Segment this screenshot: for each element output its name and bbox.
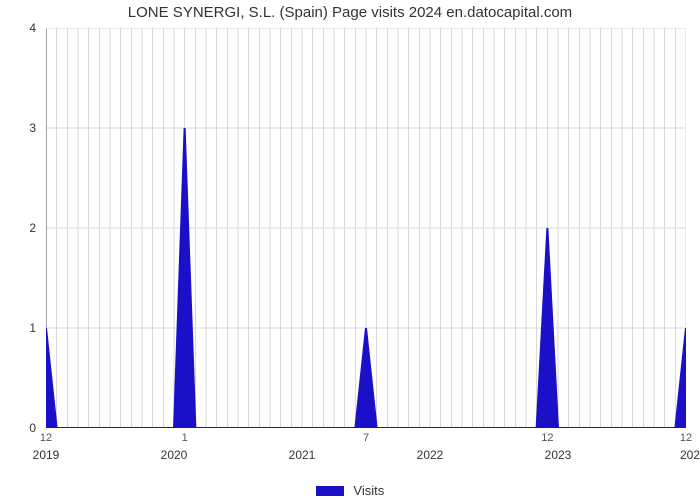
x-minor-tick-label: 1 [182, 432, 188, 444]
x-tick-label: 202 [680, 448, 700, 462]
chart-container: LONE SYNERGI, S.L. (Spain) Page visits 2… [0, 0, 700, 500]
y-tick-label: 1 [0, 321, 36, 335]
x-tick-label: 2022 [417, 448, 444, 462]
plot-area [46, 28, 686, 428]
legend-label: Visits [353, 483, 384, 498]
x-minor-tick-label: 12 [541, 432, 553, 444]
legend-swatch [316, 486, 344, 496]
x-tick-label: 2020 [161, 448, 188, 462]
y-tick-label: 0 [0, 421, 36, 435]
x-minor-tick-label: 7 [363, 432, 369, 444]
chart-title: LONE SYNERGI, S.L. (Spain) Page visits 2… [0, 4, 700, 21]
x-tick-label: 2023 [545, 448, 572, 462]
y-tick-label: 4 [0, 21, 36, 35]
chart-svg [46, 28, 686, 428]
y-tick-label: 2 [0, 221, 36, 235]
x-tick-label: 2019 [33, 448, 60, 462]
x-minor-tick-label: 12 [40, 432, 52, 444]
x-tick-label: 2021 [289, 448, 316, 462]
legend: Visits [0, 482, 700, 498]
x-minor-tick-label: 12 [680, 432, 692, 444]
y-tick-label: 3 [0, 121, 36, 135]
